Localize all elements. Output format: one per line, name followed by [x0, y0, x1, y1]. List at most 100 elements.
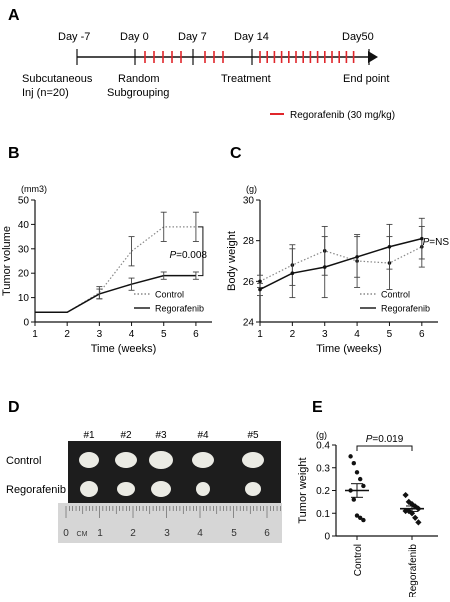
tumor-column-label: #5 [247, 430, 259, 441]
y-tick-label: 0 [23, 318, 29, 329]
data-point [258, 279, 262, 284]
p-value: =NS [429, 237, 449, 248]
y-tick-label: 50 [18, 196, 30, 207]
x-tick-label: 6 [193, 329, 199, 340]
tumor-column-label: #3 [155, 430, 167, 441]
tumor-column-labels: #1 #2 #3 #4 #5 [83, 430, 259, 441]
p-value-annotation: P=NS [423, 237, 450, 248]
y-tick-label: 10 [18, 293, 30, 304]
tumor-regorafenib-2 [117, 482, 135, 496]
panel-a: A Day -7 Day 0 Day 7 Day 14 Day50 Subcut… [8, 7, 395, 121]
chart-tumor-weight: 0 0.1 0.2 0.3 0.4 Tumor weight (g) Control Regor… [297, 430, 438, 598]
ruler-number: 3 [164, 528, 170, 539]
day-label-minus7: Day -7 [58, 31, 90, 43]
data-point [355, 255, 359, 259]
tumor-specimens [79, 451, 264, 497]
chart-tumor-volume: 1 2 3 4 5 6 0 10 20 30 40 50 Time (weeks) Tumor volum… [1, 184, 212, 355]
phase-subcutaneous: Subcutaneous [22, 73, 93, 85]
legend-label-0: Control [381, 290, 410, 300]
series-line-0 [259, 246, 423, 282]
x-tick-label: 1 [257, 329, 263, 340]
series-line-1 [259, 237, 423, 291]
data-point-control [358, 515, 363, 520]
y-tick-label: 0.4 [316, 441, 330, 452]
y-tick-label: 30 [18, 244, 30, 255]
panel-e-label: E [312, 399, 323, 416]
data-point-control [354, 470, 360, 475]
data-point [258, 287, 262, 292]
data-point-control [351, 461, 356, 466]
tumor-control-5 [242, 452, 264, 468]
y-tick-label: 0.3 [316, 463, 330, 474]
ruler-number: 1 [97, 528, 103, 539]
data-point-control [348, 454, 353, 459]
significance-bracket [197, 226, 204, 277]
y-tick-label: 30 [243, 196, 255, 207]
series-line-0 [35, 226, 196, 313]
tumor-regorafenib-3 [151, 481, 171, 497]
ruler-ticks: 0 CM 1 2 3 4 5 6 [63, 506, 281, 539]
p-value-annotation: P=0.008 [169, 250, 207, 261]
tumor-regorafenib-5 [245, 482, 261, 496]
y-axis-title: Tumor weight [297, 457, 309, 523]
legend-regorafenib-text: Regorafenib (30 mg/kg) [290, 110, 395, 121]
y-tick-label: 24 [243, 318, 255, 329]
tumor-control-3 [149, 451, 173, 469]
data-point-control [358, 476, 363, 482]
phase-treatment: Treatment [221, 73, 271, 85]
y-axis-title: Body weight [226, 231, 238, 291]
phase-end-point: End point [343, 73, 389, 85]
p-value-annotation: P=0.019 [366, 434, 404, 445]
timeline-ticks [76, 49, 370, 65]
legend-label-1: Regorafenib [155, 304, 204, 314]
panel-d: #1 #2 #3 #4 #5 Control Regorafenib 0 CM 1 2 3 4 5 6 [6, 430, 282, 543]
data-point [290, 271, 295, 276]
y-unit-label: (g) [246, 184, 257, 194]
data-point-control [351, 497, 356, 502]
ruler-number: 0 [63, 528, 69, 539]
p-value: =0.019 [372, 434, 403, 445]
tumor-control-1 [79, 452, 99, 468]
panel-c-label: C [230, 145, 242, 162]
x-tick-label: Regorafenib [408, 544, 419, 597]
x-tick-label: 6 [419, 329, 425, 340]
phase-subgrouping: Subgrouping [107, 87, 169, 99]
x-axis-title: Time (weeks) [316, 343, 382, 355]
data-point [322, 265, 327, 269]
p-value: =0.008 [176, 250, 207, 261]
tumor-control-2 [115, 452, 137, 468]
phase-inj: Inj (n=20) [22, 87, 69, 99]
tumor-column-label: #2 [120, 430, 132, 441]
p-symbol: P [423, 237, 430, 248]
x-tick-label: 2 [64, 329, 70, 340]
x-tick-label: 3 [322, 329, 328, 340]
tumor-regorafenib-1 [80, 481, 98, 497]
y-unit-label: (mm3) [21, 184, 47, 194]
y-tick-label: 0 [324, 532, 330, 543]
day-label-0: Day 0 [120, 31, 149, 43]
y-tick-label: 0.1 [316, 509, 330, 520]
data-point-regorafenib [402, 491, 409, 499]
y-tick-label: 40 [18, 220, 30, 231]
tumor-column-label: #1 [83, 430, 95, 441]
x-tick-label: Control [353, 544, 364, 576]
significance-bracket [356, 445, 413, 451]
ruler-number: 6 [264, 528, 270, 539]
dosing-marks [144, 51, 355, 63]
legend-label-0: Control [155, 290, 184, 300]
y-tick-label: 28 [243, 236, 255, 247]
chart-body-weight: 1 2 3 4 5 6 24 26 28 30 Time (weeks) Body weight (g)… [226, 184, 449, 355]
data-point-control [361, 517, 366, 523]
x-tick-label: 4 [129, 329, 135, 340]
legend-label-1: Regorafenib [381, 304, 430, 314]
tumor-regorafenib-4 [196, 482, 210, 496]
data-point-regorafenib [415, 519, 422, 526]
data-point-regorafenib [412, 514, 419, 521]
data-point-control [354, 513, 360, 518]
x-tick-label: 2 [290, 329, 296, 340]
ruler-number: 4 [197, 528, 203, 539]
data-point [420, 236, 424, 241]
x-tick-label: 5 [387, 329, 393, 340]
ruler-number: CM [77, 531, 88, 538]
